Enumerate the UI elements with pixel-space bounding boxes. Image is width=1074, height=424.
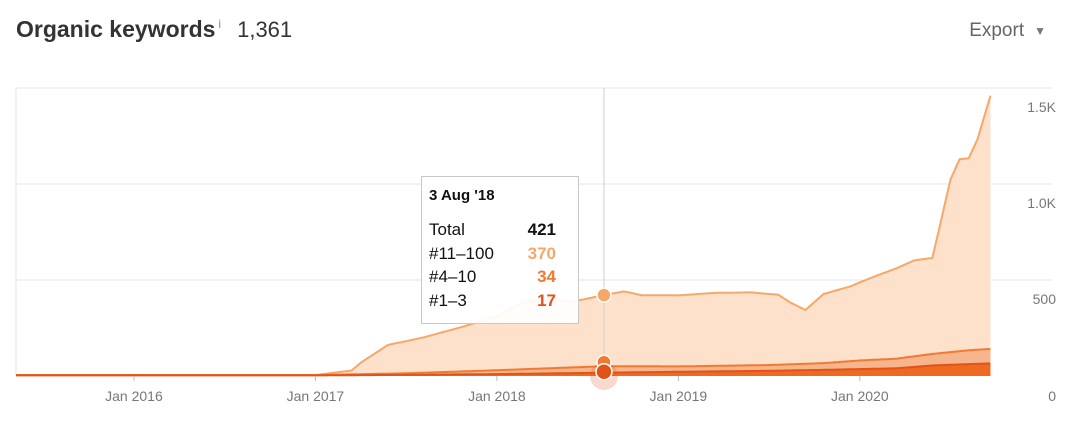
y-axis-ticks: 0 500 1.0K 1.5K [1027, 99, 1056, 404]
area-11-100 [16, 95, 991, 375]
tooltip-row-4-10: #4–10 34 [429, 265, 571, 289]
hover-crosshair [589, 88, 618, 390]
y-tick-label: 1.5K [1027, 99, 1056, 115]
export-button[interactable]: Export ▼ [969, 20, 1046, 42]
line-1-3 [16, 362, 991, 377]
tooltip-label: #1–3 [429, 290, 467, 310]
caret-down-icon: ▼ [1034, 24, 1046, 38]
info-icon[interactable]: i [218, 17, 222, 31]
tooltip-row-11-100: #11–100 370 [429, 242, 571, 266]
export-label: Export [969, 20, 1025, 41]
x-tick-label: Jan 2018 [468, 388, 526, 404]
tooltip-value: 421 [527, 220, 556, 239]
area-1-3 [16, 363, 991, 376]
keyword-count: 1,361 [237, 17, 293, 42]
y-tick-label: 500 [1033, 291, 1057, 307]
x-tick-label: Jan 2020 [831, 388, 889, 404]
y-tick-label: 1.0K [1027, 195, 1056, 211]
marker-1-3 [595, 362, 613, 381]
marker-11-100 [596, 287, 612, 303]
x-tick-label: Jan 2019 [650, 388, 708, 404]
x-tick-label: Jan 2017 [287, 388, 345, 404]
chart-tooltip: 3 Aug '18 Total 421 #11–100 370 #4–10 34… [421, 176, 579, 324]
tooltip-label: #4–10 [429, 267, 477, 286]
tooltip-value: 34 [537, 267, 556, 286]
tooltip-value: 17 [537, 290, 556, 310]
tooltip-row-total: Total 421 [429, 218, 571, 242]
area-4-10 [16, 349, 991, 376]
y-tick-label: 0 [1048, 388, 1056, 404]
tooltip-value: 370 [527, 243, 556, 263]
chart-title: Organic keywords [16, 16, 216, 42]
tooltip-label: Total [429, 220, 465, 239]
x-axis-ticks: Jan 2016 Jan 2017 Jan 2018 Jan 2019 Jan 2020 [105, 376, 889, 404]
tooltip-label: #11–100 [429, 243, 494, 263]
chart-header: Organic keywords i 1,361 [16, 16, 292, 50]
tooltip-row-1-3: #1–3 17 [429, 289, 571, 313]
tooltip-date: 3 Aug '18 [429, 187, 495, 204]
x-tick-label: Jan 2016 [105, 388, 163, 404]
